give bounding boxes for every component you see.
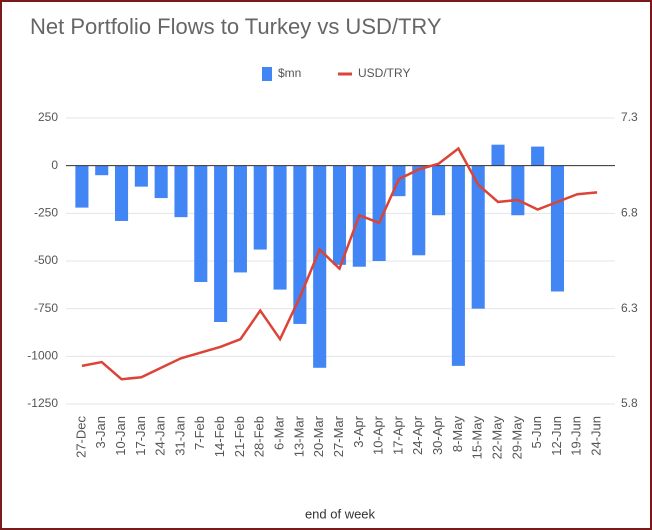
bar bbox=[194, 165, 208, 282]
y-tick-label: 0 bbox=[51, 158, 58, 172]
bar bbox=[233, 165, 247, 273]
y-tick-label: -1000 bbox=[27, 349, 58, 363]
x-tick-label: 30-Apr bbox=[430, 415, 445, 455]
bar bbox=[550, 165, 565, 292]
x-tick-label: 27-Dec bbox=[73, 416, 88, 458]
y-tick-label: -250 bbox=[34, 206, 58, 220]
bar bbox=[531, 146, 545, 166]
x-tick-label: 22-May bbox=[489, 416, 504, 460]
x-tick-label: 13-Mar bbox=[291, 415, 306, 457]
bar bbox=[273, 165, 287, 290]
y-tick-label: -1250 bbox=[27, 396, 58, 410]
y2-tick-label: 6.8 bbox=[621, 206, 638, 220]
bar bbox=[214, 165, 228, 323]
x-tick-label: 3-Jan bbox=[93, 416, 108, 449]
y-tick-label: 250 bbox=[38, 110, 58, 124]
x-tick-label: 27-Mar bbox=[331, 415, 346, 457]
x-tick-label: 21-Feb bbox=[232, 416, 247, 457]
x-tick-label: 8-May bbox=[450, 416, 465, 453]
x-tick-label: 29-May bbox=[509, 416, 524, 460]
bar bbox=[95, 165, 109, 176]
bar bbox=[313, 165, 327, 368]
x-tick-label: 20-Mar bbox=[311, 415, 326, 457]
bar bbox=[154, 165, 168, 199]
y2-tick-label: 6.3 bbox=[621, 301, 638, 315]
x-tick-label: 24-Jun bbox=[589, 416, 604, 456]
chart-title: Net Portfolio Flows to Turkey vs USD/TRY bbox=[30, 14, 442, 39]
x-tick-label: 24-Apr bbox=[410, 415, 425, 455]
x-tick-label: 6-Mar bbox=[271, 415, 286, 450]
bar bbox=[75, 165, 89, 208]
legend-label: $mn bbox=[278, 66, 301, 80]
bar bbox=[372, 165, 386, 261]
x-tick-label: 14-Feb bbox=[212, 416, 227, 457]
x-tick-label: 24-Jan bbox=[153, 416, 168, 456]
x-tick-label: 17-Apr bbox=[390, 415, 405, 455]
bar bbox=[114, 165, 129, 221]
x-tick-label: 7-Feb bbox=[192, 416, 207, 450]
bar bbox=[451, 165, 465, 366]
x-tick-label: 5-Jun bbox=[529, 416, 544, 449]
bar bbox=[174, 165, 188, 218]
x-tick-label: 28-Feb bbox=[252, 416, 267, 457]
x-tick-label: 10-Apr bbox=[371, 415, 386, 455]
bar bbox=[432, 165, 446, 216]
y-tick-label: -750 bbox=[34, 301, 58, 315]
x-tick-label: 10-Jan bbox=[113, 416, 128, 456]
y2-tick-label: 5.8 bbox=[621, 396, 638, 410]
x-axis-label: end of week bbox=[305, 506, 376, 521]
x-tick-label: 15-May bbox=[470, 416, 485, 460]
bar bbox=[471, 165, 485, 309]
line bbox=[81, 146, 598, 381]
bar bbox=[332, 165, 347, 265]
x-tick-label: 3-Apr bbox=[351, 415, 366, 447]
legend-label: USD/TRY bbox=[358, 66, 410, 80]
bar bbox=[412, 165, 426, 256]
y-tick-label: -500 bbox=[34, 253, 58, 267]
x-tick-label: 19-Jun bbox=[569, 416, 584, 456]
bar bbox=[491, 144, 505, 166]
bar bbox=[134, 165, 148, 187]
bar bbox=[253, 165, 267, 250]
bar bbox=[293, 165, 307, 324]
y2-tick-label: 7.3 bbox=[621, 110, 638, 124]
x-tick-label: 12-Jun bbox=[549, 416, 564, 456]
legend-swatch bbox=[262, 67, 272, 81]
bar bbox=[511, 165, 525, 216]
x-tick-label: 31-Jan bbox=[172, 416, 187, 456]
x-tick-label: 17-Jan bbox=[133, 416, 148, 456]
